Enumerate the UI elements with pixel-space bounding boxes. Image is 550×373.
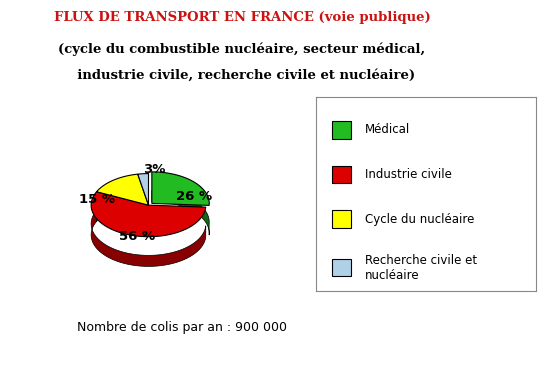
Polygon shape (97, 193, 138, 222)
Polygon shape (138, 173, 148, 205)
Polygon shape (152, 172, 209, 206)
Polygon shape (152, 191, 209, 235)
FancyBboxPatch shape (332, 259, 351, 276)
Text: FLUX DE TRANSPORT EN FRANCE (voie publique): FLUX DE TRANSPORT EN FRANCE (voie publiq… (54, 11, 430, 24)
FancyBboxPatch shape (332, 166, 351, 183)
Text: 15 %: 15 % (79, 193, 115, 206)
FancyBboxPatch shape (332, 121, 351, 139)
Text: industrie civile, recherche civile et nucléaire): industrie civile, recherche civile et nu… (68, 69, 416, 82)
Text: 3%: 3% (143, 163, 166, 176)
Polygon shape (97, 174, 148, 205)
Text: 26 %: 26 % (177, 190, 212, 203)
Polygon shape (138, 192, 148, 204)
Text: Recherche civile et
nucléaire: Recherche civile et nucléaire (365, 254, 477, 282)
FancyBboxPatch shape (332, 210, 351, 228)
Polygon shape (91, 210, 206, 266)
Text: 56 %: 56 % (119, 230, 155, 243)
Polygon shape (91, 192, 206, 237)
Text: Cycle du nucléaire: Cycle du nucléaire (365, 213, 474, 226)
Text: Médical: Médical (365, 123, 410, 137)
Text: Industrie civile: Industrie civile (365, 168, 452, 181)
Text: Nombre de colis par an : 900 000: Nombre de colis par an : 900 000 (77, 321, 287, 334)
Text: (cycle du combustible nucléaire, secteur médical,: (cycle du combustible nucléaire, secteur… (58, 43, 426, 56)
